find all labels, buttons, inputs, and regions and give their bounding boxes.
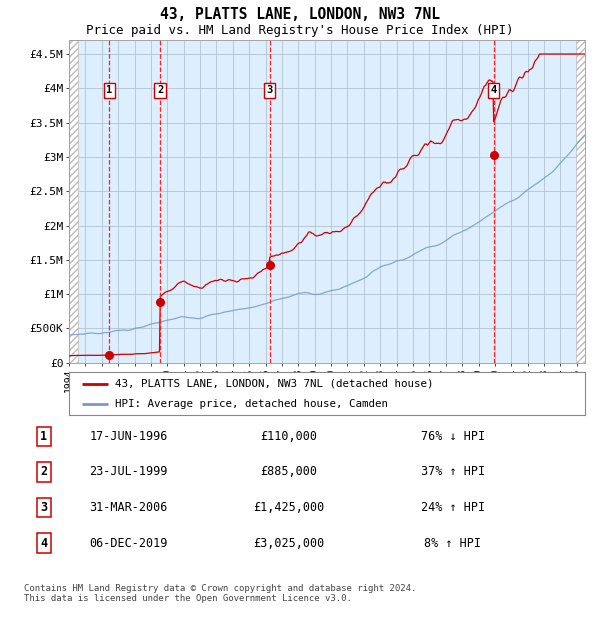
Text: 06-DEC-2019: 06-DEC-2019 xyxy=(89,537,167,550)
Text: Contains HM Land Registry data © Crown copyright and database right 2024.
This d: Contains HM Land Registry data © Crown c… xyxy=(24,584,416,603)
Text: 24% ↑ HPI: 24% ↑ HPI xyxy=(421,501,485,514)
Text: HPI: Average price, detached house, Camden: HPI: Average price, detached house, Camd… xyxy=(115,399,388,409)
Text: £885,000: £885,000 xyxy=(260,466,317,479)
Bar xyxy=(576,40,585,363)
Text: 23-JUL-1999: 23-JUL-1999 xyxy=(89,466,167,479)
Text: 37% ↑ HPI: 37% ↑ HPI xyxy=(421,466,485,479)
Text: Price paid vs. HM Land Registry's House Price Index (HPI): Price paid vs. HM Land Registry's House … xyxy=(86,24,514,37)
Text: £1,425,000: £1,425,000 xyxy=(253,501,325,514)
Text: 8% ↑ HPI: 8% ↑ HPI xyxy=(424,537,481,550)
Text: 4: 4 xyxy=(40,537,47,550)
Bar xyxy=(69,40,78,363)
Text: 1: 1 xyxy=(106,86,112,95)
Text: 4: 4 xyxy=(490,86,497,95)
Text: 3: 3 xyxy=(266,86,273,95)
Text: 3: 3 xyxy=(40,501,47,514)
Text: 1: 1 xyxy=(40,430,47,443)
Text: £3,025,000: £3,025,000 xyxy=(253,537,325,550)
Text: 2: 2 xyxy=(157,86,163,95)
Text: 2: 2 xyxy=(40,466,47,479)
Text: 43, PLATTS LANE, LONDON, NW3 7NL: 43, PLATTS LANE, LONDON, NW3 7NL xyxy=(160,7,440,22)
Text: 76% ↓ HPI: 76% ↓ HPI xyxy=(421,430,485,443)
Text: £110,000: £110,000 xyxy=(260,430,317,443)
Text: 17-JUN-1996: 17-JUN-1996 xyxy=(89,430,167,443)
Text: 43, PLATTS LANE, LONDON, NW3 7NL (detached house): 43, PLATTS LANE, LONDON, NW3 7NL (detach… xyxy=(115,379,434,389)
Text: 31-MAR-2006: 31-MAR-2006 xyxy=(89,501,167,514)
